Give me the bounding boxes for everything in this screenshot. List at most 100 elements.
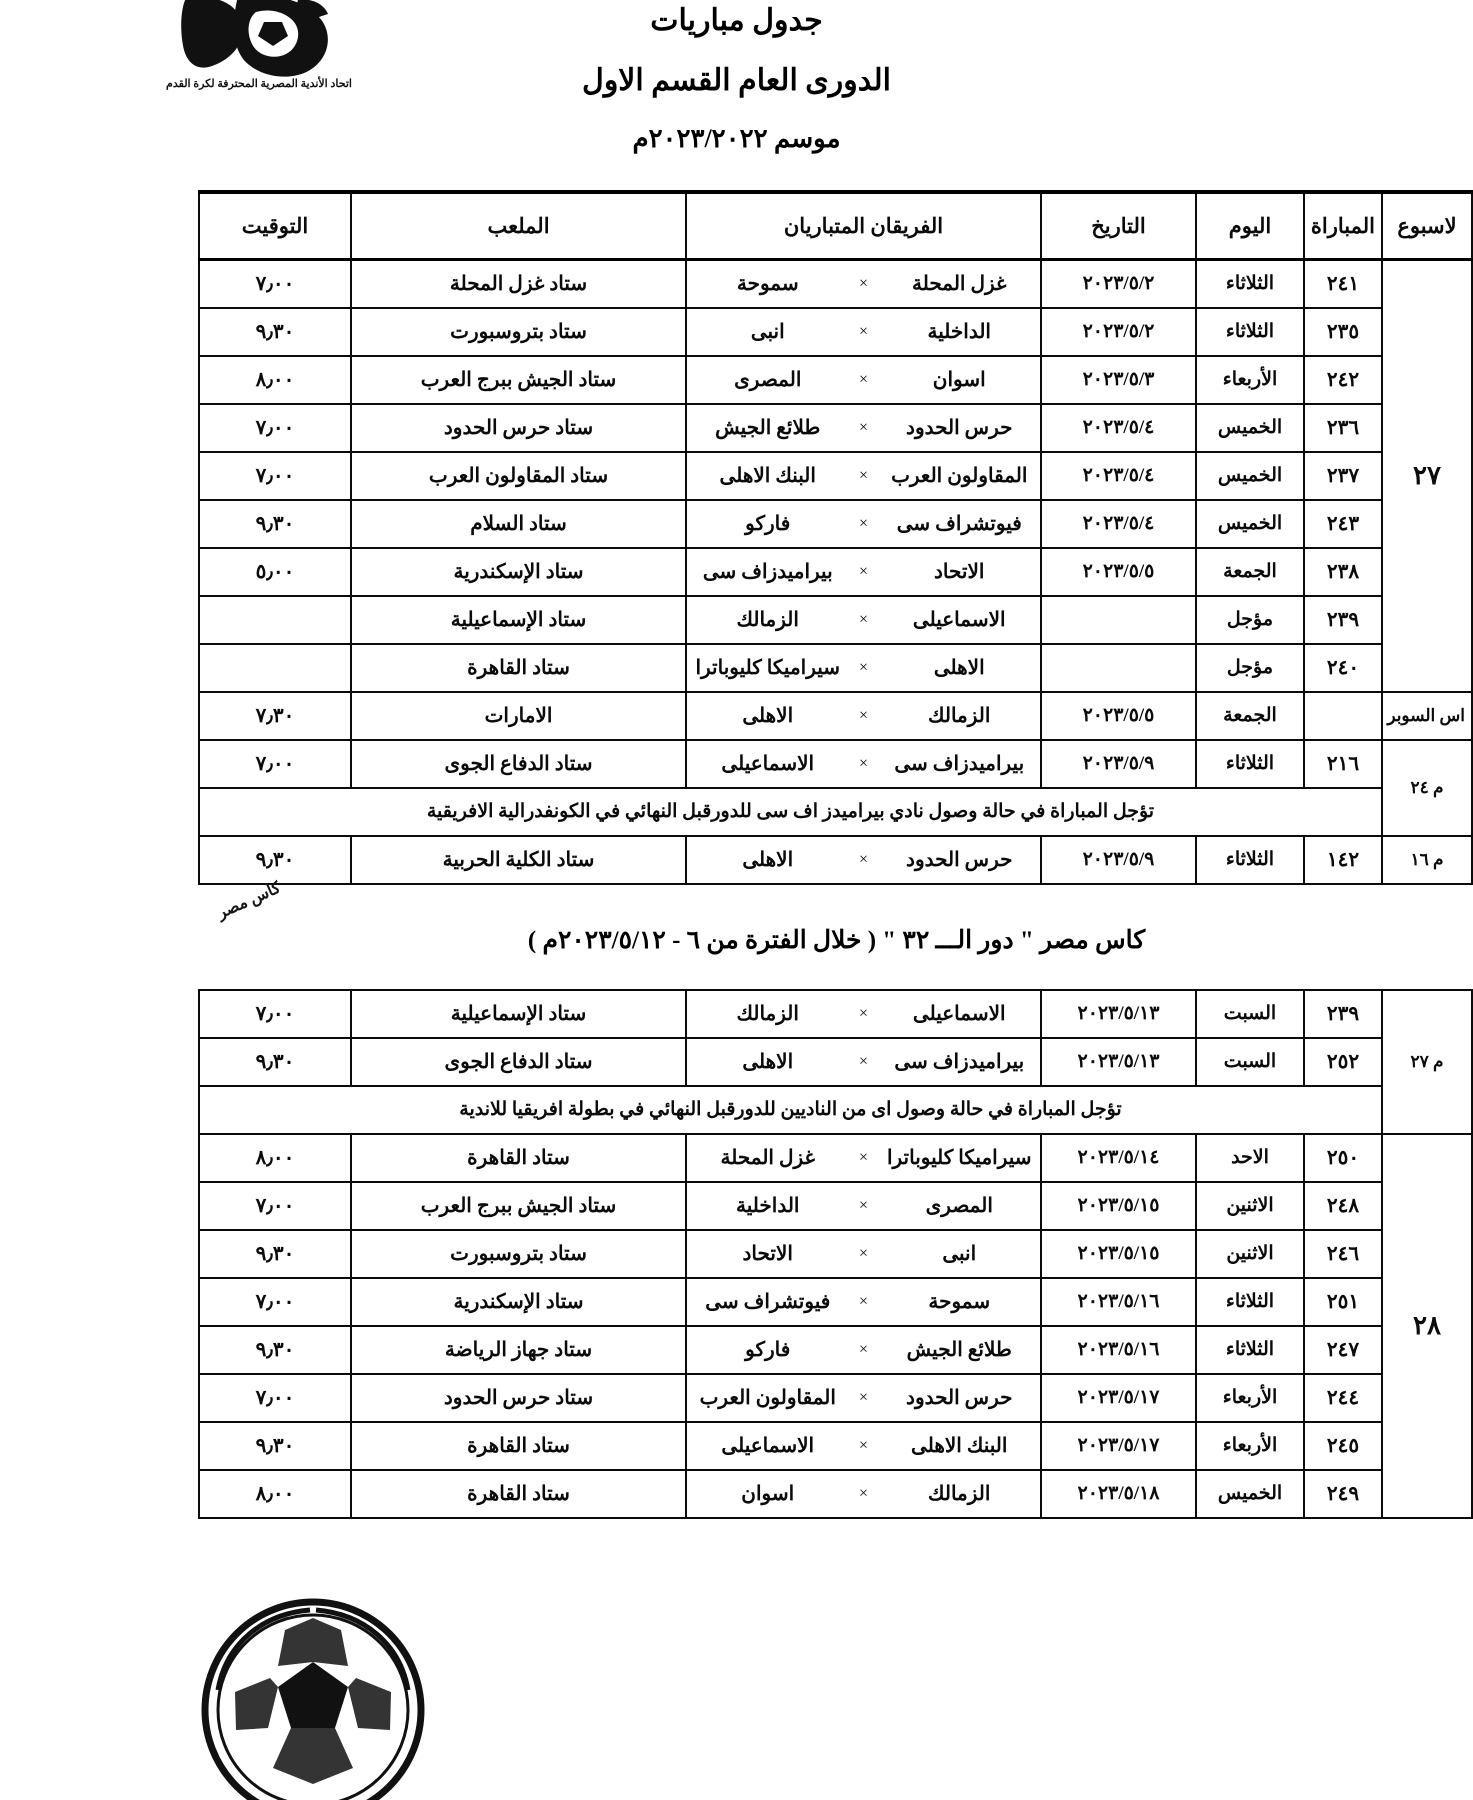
match-number: ٢٣٧ (1303, 451, 1383, 501)
table-row-note: تؤجل المباراة في حالة وصول اى من الناديي… (198, 1085, 1472, 1135)
away-team: الداخلية (736, 1194, 800, 1217)
match-time: ٧٫٠٠ (198, 1181, 352, 1231)
match-time: ٧٫٠٠ (198, 1277, 352, 1327)
schedule-table-bottom: م ٢٧ ٢٣٩ السبت ٢٠٢٣/٥/١٣ الاسماعيلى × ال… (198, 989, 1473, 1519)
table-row: ٢٥١ الثلاثاء ٢٠٢٣/٥/١٦ سموحة × فيوتشراف … (198, 1277, 1472, 1327)
match-teams: الاهلى × سيراميكا كليوباترا (685, 643, 1042, 693)
match-teams: فيوتشراف سى × فاركو (685, 499, 1042, 549)
egypt-cup-banner-text: كاس مصر " دور الـــ ٣٢ " ( خلال الفترة م… (527, 927, 1146, 954)
match-number: ٢٤١ (1303, 258, 1383, 309)
home-team: بيراميدزاف سى (894, 1050, 1025, 1073)
match-time: ٩٫٣٠ (198, 307, 352, 357)
versus-icon: × (858, 562, 869, 580)
away-team: المقاولون العرب (699, 1386, 836, 1409)
away-team: سيراميكا كليوباترا (695, 656, 841, 679)
match-time: ٧٫٠٠ (198, 989, 352, 1039)
match-day: الثلاثاء (1195, 258, 1305, 309)
versus-icon: × (858, 514, 869, 532)
match-day: الثلاثاء (1195, 1325, 1305, 1375)
column-header-time: التوقيت (198, 190, 352, 261)
column-header-stadium: الملعب (350, 190, 687, 261)
match-teams: الزمالك × اسوان (685, 1469, 1042, 1519)
versus-icon: × (858, 706, 869, 724)
match-teams: اسوان × المصرى (685, 355, 1042, 405)
home-team: الزمالك (928, 704, 991, 727)
document-header: اتحاد الأندية المصرية المحترفة لكرة القد… (0, 0, 1473, 190)
match-teams: حرس الحدود × المقاولون العرب (685, 1373, 1042, 1423)
match-stadium: ستاد الإسكندرية (350, 547, 687, 597)
versus-icon: × (858, 1484, 869, 1502)
away-team: فيوتشراف سى (705, 1290, 831, 1313)
match-stadium: ستاد بتروسبورت (350, 307, 687, 357)
match-day: الخميس (1195, 403, 1305, 453)
match-stadium: ستاد القاهرة (350, 1421, 687, 1471)
home-team: الاسماعيلى (912, 608, 1006, 631)
match-number: ٢٣٦ (1303, 403, 1383, 453)
match-time (198, 643, 352, 693)
match-day-postponed: مؤجل (1195, 643, 1305, 693)
match-date: ٢٠٢٣/٥/٤ (1040, 451, 1197, 501)
table-row: ٢٣٦ الخميس ٢٠٢٣/٥/٤ حرس الحدود × طلائع ا… (198, 403, 1472, 453)
away-team: طلائع الجيش (715, 416, 821, 439)
versus-icon: × (858, 274, 869, 292)
title-block: جدول مباريات الدورى العام القسم الاول مو… (0, 0, 1473, 152)
column-header-day: اليوم (1195, 190, 1305, 261)
match-date: ٢٠٢٣/٥/٩ (1040, 739, 1197, 789)
match-date: ٢٠٢٣/٥/١٧ (1040, 1373, 1197, 1423)
versus-icon: × (858, 1148, 869, 1166)
match-teams: حرس الحدود × الاهلى (685, 835, 1042, 885)
match-day: الاثنين (1195, 1229, 1305, 1279)
match-teams: انبى × الاتحاد (685, 1229, 1042, 1279)
match-date: ٢٠٢٣/٥/١٥ (1040, 1229, 1197, 1279)
match-number: ٢٣٥ (1303, 307, 1383, 357)
home-team: سموحة (928, 1290, 991, 1313)
soccer-ball-icon (201, 1598, 425, 1800)
week-label-super-cup: اس السوبر (1381, 691, 1473, 741)
away-team: فاركو (745, 512, 791, 535)
match-time: ٧٫٠٠ (198, 739, 352, 789)
match-day: الجمعة (1195, 547, 1305, 597)
home-team: حرس الحدود (906, 1386, 1013, 1409)
match-date: ٢٠٢٣/٥/١٥ (1040, 1181, 1197, 1231)
week-label: ٢٧ (1381, 258, 1473, 693)
match-day: السبت (1195, 989, 1305, 1039)
home-team: حرس الحدود (906, 416, 1013, 439)
match-stadium: ستاد القاهرة (350, 1133, 687, 1183)
match-number: ٢٤٥ (1303, 1421, 1383, 1471)
match-time: ٩٫٣٠ (198, 1325, 352, 1375)
match-stadium: ستاد جهاز الرياضة (350, 1325, 687, 1375)
page-title: جدول مباريات (650, 4, 823, 37)
table-row: ٢٤٤ الأربعاء ٢٠٢٣/٥/١٧ حرس الحدود × المق… (198, 1373, 1472, 1423)
table-row: م ١٦ ١٤٢ الثلاثاء ٢٠٢٣/٥/٩ حرس الحدود × … (198, 835, 1473, 885)
match-time: ٩٫٣٠ (198, 835, 352, 885)
versus-icon: × (858, 610, 869, 628)
match-date (1040, 643, 1197, 693)
match-time: ٩٫٣٠ (198, 1421, 352, 1471)
match-number: ٢٤٦ (1303, 1229, 1383, 1279)
table-row: ٢٤٣ الخميس ٢٠٢٣/٥/٤ فيوتشراف سى × فاركو … (198, 499, 1472, 549)
match-day-postponed: مؤجل (1195, 595, 1305, 645)
match-date: ٢٠٢٣/٥/١٦ (1040, 1325, 1197, 1375)
league-subtitle: الدورى العام القسم الاول (582, 64, 891, 97)
table-row: ٢٣٩ مؤجل الاسماعيلى × الزمالك ستاد الإسم… (198, 595, 1472, 645)
match-time: ٨٫٠٠ (198, 355, 352, 405)
match-teams: بيراميدزاف سى × الاهلى (685, 1037, 1042, 1087)
season-subtitle: موسم ٢٠٢٣/٢٠٢٢م (632, 124, 841, 153)
away-team: الاهلى (742, 848, 794, 871)
match-number: ٢٤٣ (1303, 499, 1383, 549)
table-row: ٢٧ ٢٤١ الثلاثاء ٢٠٢٣/٥/٢ غزل المحلة × سم… (198, 258, 1473, 693)
versus-icon: × (858, 1244, 869, 1262)
week-label: م ١٦ (1381, 835, 1473, 885)
table-row: م ٢٤ ٢١٦ الثلاثاء ٢٠٢٣/٥/٩ بيراميدزاف سى… (198, 739, 1473, 837)
home-team: الاسماعيلى (912, 1002, 1006, 1025)
match-day: الاحد (1195, 1133, 1305, 1183)
versus-icon: × (858, 1292, 869, 1310)
versus-icon: × (858, 466, 869, 484)
match-stadium: ستاد بتروسبورت (350, 1229, 687, 1279)
away-team: الاسماعيلى (721, 752, 815, 775)
schedule-body-bottom: م ٢٧ ٢٣٩ السبت ٢٠٢٣/٥/١٣ الاسماعيلى × ال… (198, 989, 1473, 1519)
home-team: غزل المحلة (912, 272, 1007, 295)
match-date: ٢٠٢٣/٥/٢ (1040, 307, 1197, 357)
match-number: ٢٥١ (1303, 1277, 1383, 1327)
